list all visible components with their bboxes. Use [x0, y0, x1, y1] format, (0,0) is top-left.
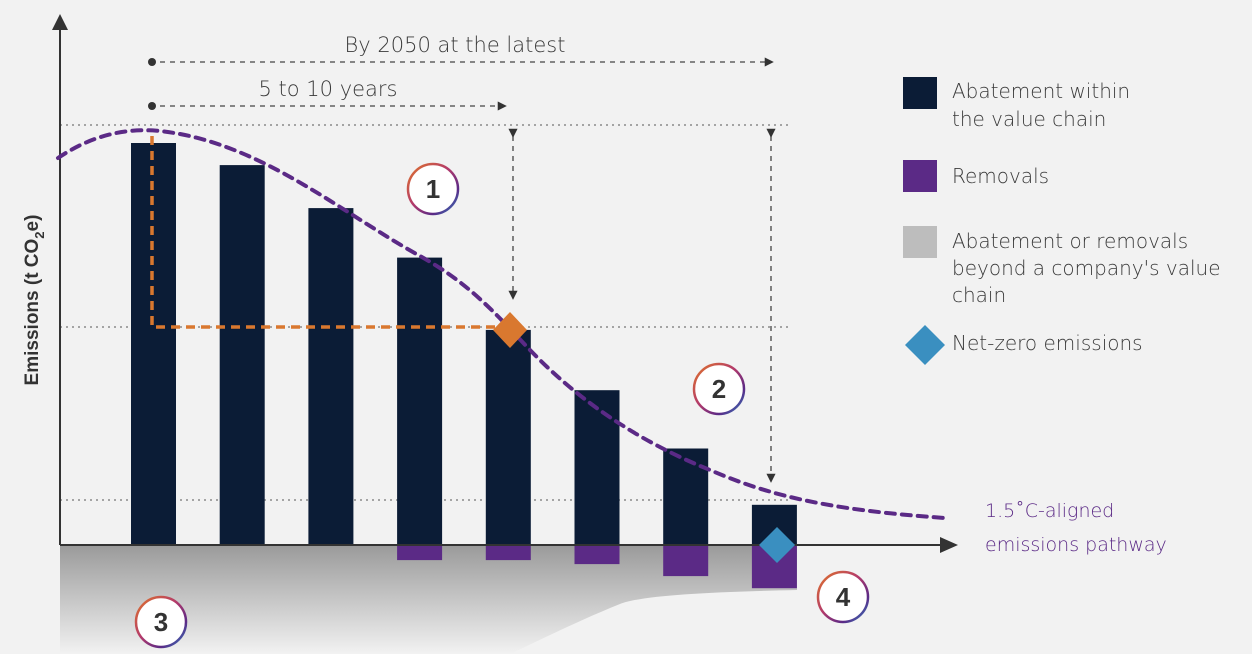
net-zero-diamond	[759, 527, 795, 563]
legend-swatch-beyond	[903, 226, 937, 258]
short-horizon-label: 5 to 10 years	[259, 77, 398, 101]
step-marker-3: 3	[134, 595, 188, 649]
abatement-bar-4	[397, 257, 443, 545]
y-axis-label-main: Emissions (t CO	[22, 239, 43, 386]
svg-text:4: 4	[836, 582, 851, 612]
y-axis-label-end: e)	[22, 215, 43, 232]
short-horizon-start-dot	[148, 102, 156, 110]
step-marker-2: 2	[692, 362, 746, 416]
long-horizon-label: By 2050 at the latest	[345, 33, 566, 57]
x-axis-arrow	[940, 537, 958, 553]
abatement-bar-1	[131, 143, 176, 545]
removal-bar-4	[397, 546, 443, 561]
legend-label-net-zero: Net-zero emissions	[952, 331, 1143, 355]
interim-target-diamond	[493, 312, 527, 348]
step-marker-1: 1	[406, 162, 460, 216]
removal-bar-5	[485, 546, 531, 561]
removal-bar-6	[574, 546, 620, 565]
interim-target-path	[150, 136, 508, 329]
svg-text:3: 3	[154, 607, 168, 637]
abatement-bar-7	[663, 448, 709, 545]
bars-group	[131, 143, 797, 545]
y-axis-label-subscript: 2	[32, 231, 47, 238]
emissions-pathway-curve	[56, 128, 947, 520]
abatement-bar-5	[485, 329, 531, 545]
step-marker-4: 4	[816, 570, 870, 624]
svg-text:2: 2	[712, 374, 726, 404]
legend-label-beyond-line2: beyond a company's value	[952, 256, 1221, 280]
legend-label-abatement-line2: the value chain	[952, 107, 1106, 131]
legend-label-beyond-line3: chain	[952, 283, 1006, 307]
legend: Abatement within the value chain Removal…	[903, 77, 1221, 365]
legend-swatch-abatement	[903, 77, 937, 109]
legend-swatch-net-zero	[905, 325, 945, 365]
pathway-label-line2: emissions pathway	[985, 534, 1167, 556]
abatement-bar-3	[308, 208, 354, 545]
y-axis-arrow	[52, 14, 68, 30]
removal-bar-7	[663, 546, 709, 577]
beyond-value-chain-area	[60, 545, 797, 654]
legend-label-removals: Removals	[952, 164, 1049, 188]
abatement-bar-6	[574, 390, 620, 545]
legend-label-beyond-line1: Abatement or removals	[952, 229, 1188, 253]
abatement-bar-2	[219, 165, 265, 545]
legend-swatch-removals	[903, 160, 937, 192]
svg-text:1: 1	[426, 174, 440, 204]
legend-label-abatement-line1: Abatement within	[952, 79, 1130, 103]
pathway-label-line1: 1.5˚C-aligned	[985, 500, 1114, 522]
long-horizon-start-dot	[148, 58, 156, 66]
y-axis-label: Emissions (t CO2e)	[22, 215, 47, 386]
